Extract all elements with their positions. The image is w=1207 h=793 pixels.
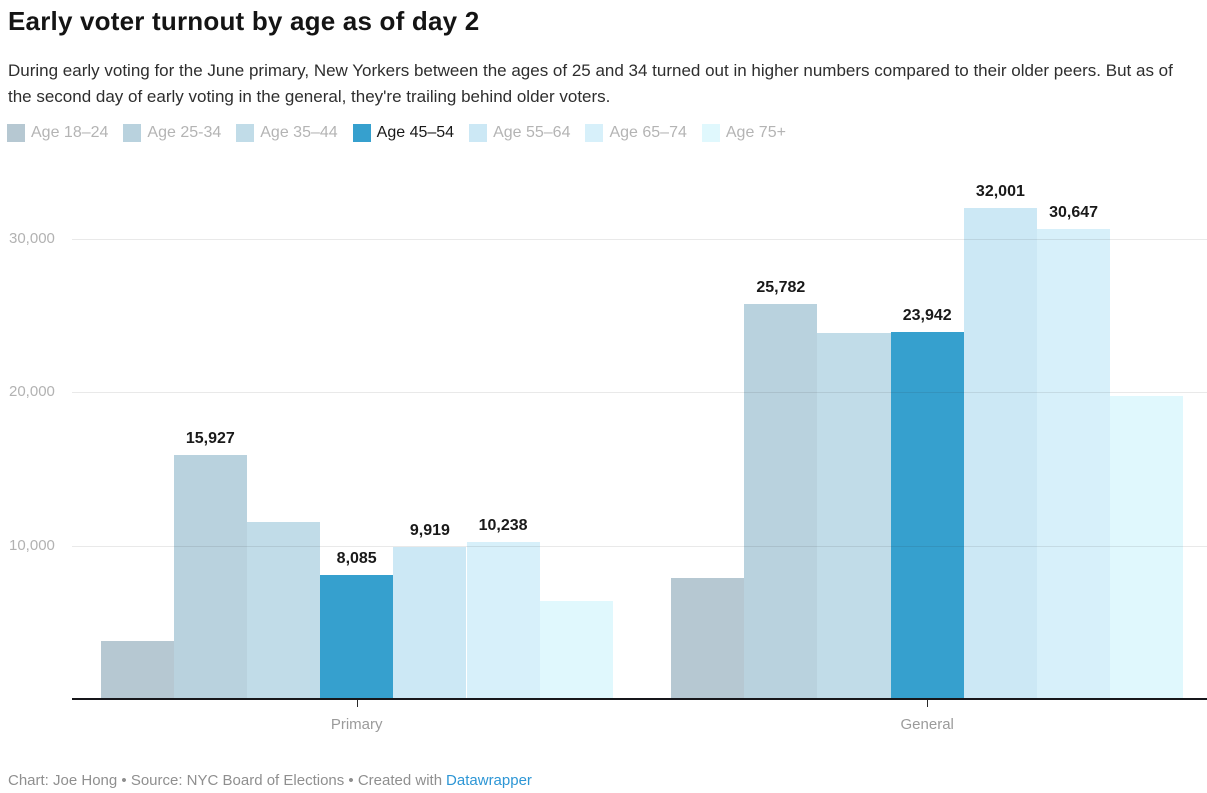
x-category-label-primary: Primary xyxy=(330,716,383,733)
bar-primary-age-18-24[interactable] xyxy=(100,640,174,699)
bar-primary-age-75plus[interactable] xyxy=(539,600,613,699)
legend-label: Age 18–24 xyxy=(31,124,109,141)
legend-swatch-icon xyxy=(7,124,25,142)
chart-legend: Age 18–24 Age 25-34 Age 35–44 Age 45–54 Age … xyxy=(7,124,786,142)
legend-label: Age 45–54 xyxy=(376,124,455,141)
x-tick-general xyxy=(927,700,929,707)
bar-general-age-75plus[interactable] xyxy=(1110,395,1184,699)
legend-label: Age 75+ xyxy=(725,124,786,141)
bar-primary-age-65-74[interactable] xyxy=(466,542,540,699)
bar-primary-age-45-54[interactable] xyxy=(320,575,394,699)
datawrapper-link[interactable]: Datawrapper xyxy=(446,772,532,789)
bar-value-label: 15,927 xyxy=(185,429,235,447)
y-tick-label: 30,000 xyxy=(9,230,55,248)
footer-credit: Chart: Joe Hong • Source: NYC Board of E… xyxy=(8,772,443,789)
legend-label: Age 35–44 xyxy=(260,124,338,141)
legend-swatch-icon xyxy=(469,124,488,142)
legend-swatch-icon xyxy=(236,124,255,142)
y-tick-label: 20,000 xyxy=(9,383,55,401)
x-category-label-general: General xyxy=(900,716,954,733)
legend-swatch-icon xyxy=(701,124,720,142)
bar-general-age-45-54[interactable] xyxy=(890,332,964,699)
bar-value-label: 23,942 xyxy=(902,307,952,324)
chart-subtitle: During early voting for the June primary… xyxy=(8,61,1173,106)
legend-swatch-icon xyxy=(585,124,604,142)
legend-label: Age 65–74 xyxy=(609,124,687,141)
y-tick-label: 10,000 xyxy=(9,536,55,554)
bar-value-label: 10,238 xyxy=(478,517,528,535)
bar-value-label: 30,647 xyxy=(1049,204,1099,222)
bar-general-age-55-64[interactable] xyxy=(963,208,1037,699)
legend-item-age-55-64: Age 55–64 xyxy=(469,124,570,142)
y-gridline-30000 xyxy=(72,239,1207,241)
legend-label: Age 55–64 xyxy=(493,124,571,141)
bar-value-label: 32,001 xyxy=(975,183,1025,201)
y-gridline-20000 xyxy=(72,392,1207,394)
bar-general-age-18-24[interactable] xyxy=(671,577,745,699)
legend-item-age-75plus: Age 75+ xyxy=(701,124,786,142)
bar-value-label: 9,919 xyxy=(409,521,450,539)
chart-footer: Chart: Joe Hong • Source: NYC Board of E… xyxy=(8,772,532,789)
legend-swatch-icon xyxy=(123,124,142,142)
x-axis-line xyxy=(72,698,1207,700)
x-tick-primary xyxy=(356,700,358,707)
legend-item-age-25-34: Age 25-34 xyxy=(123,124,221,142)
page-title: Early voter turnout by age as of day 2 xyxy=(8,6,480,36)
legend-item-age-45-54: Age 45–54 xyxy=(352,124,455,142)
bar-primary-age-35-44[interactable] xyxy=(246,521,321,699)
bar-general-age-25-34[interactable] xyxy=(744,303,818,699)
legend-label: Age 25-34 xyxy=(147,124,222,141)
bar-value-label: 8,085 xyxy=(336,550,377,568)
bar-general-age-65-74[interactable] xyxy=(1037,229,1111,699)
legend-item-age-18-24: Age 18–24 xyxy=(7,124,108,142)
legend-swatch-icon xyxy=(352,124,371,142)
legend-item-age-65-74: Age 65–74 xyxy=(585,124,687,142)
bar-general-age-35-44[interactable] xyxy=(817,332,891,699)
bar-primary-age-25-34[interactable] xyxy=(173,454,247,699)
bar-primary-age-55-64[interactable] xyxy=(393,546,467,699)
bar-value-label: 25,782 xyxy=(756,278,806,296)
legend-item-age-35-44: Age 35–44 xyxy=(236,124,338,142)
y-gridline-10000 xyxy=(72,545,1207,547)
